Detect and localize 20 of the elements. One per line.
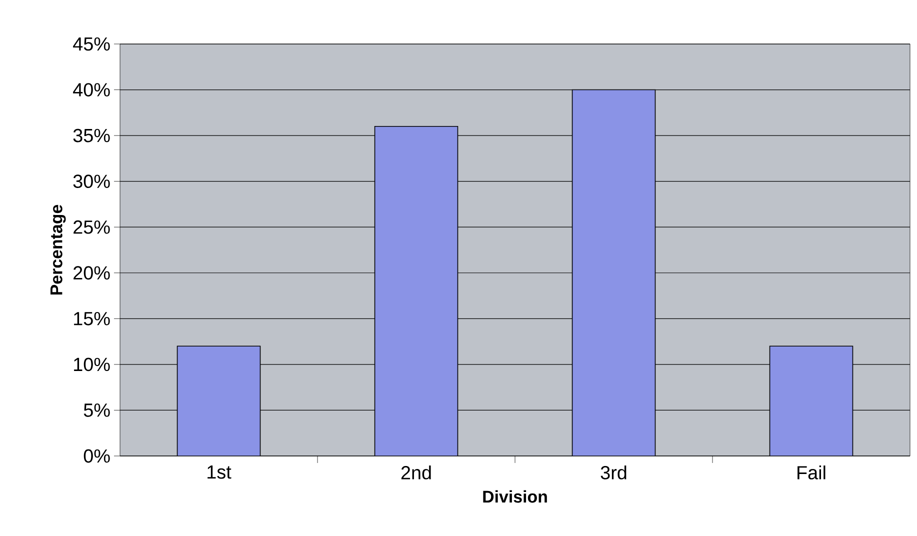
bar — [374, 126, 458, 456]
x-tick-label: Fail — [798, 466, 826, 480]
y-tick-label: 40% — [73, 83, 110, 96]
y-tick-label: 20% — [74, 266, 110, 280]
y-tick-label: 45% — [73, 37, 110, 51]
x-tick-label: 3rd — [600, 466, 626, 480]
x-tick-label: 1st — [208, 466, 232, 479]
x-axis-title: Division — [483, 490, 547, 503]
y-tick-label: 30% — [73, 174, 110, 188]
y-axis-title: Percentage — [50, 204, 66, 295]
y-tick-label: 5% — [84, 404, 110, 417]
y-tick-label: 35% — [73, 128, 110, 142]
y-tick-label: 10% — [74, 358, 110, 372]
y-tick-label: 15% — [74, 312, 110, 326]
bar — [176, 346, 261, 456]
y-tick-label: 25% — [74, 220, 110, 234]
bar — [769, 346, 854, 456]
y-tick-label: 0% — [84, 449, 110, 463]
x-tick-label: 2nd — [401, 466, 431, 480]
bar — [572, 89, 656, 456]
